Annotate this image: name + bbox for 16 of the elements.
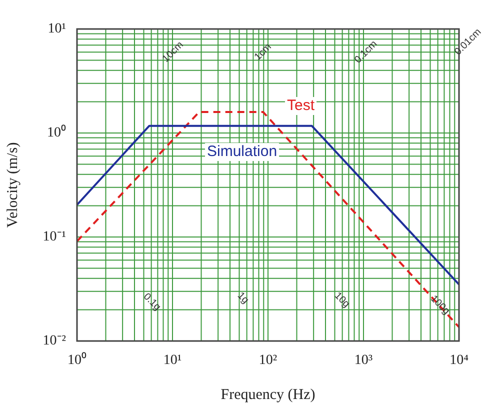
series-label: Test — [287, 97, 316, 114]
x-tick-label: 10¹ — [163, 353, 182, 368]
y-axis-title: Velocity (m/s) — [4, 142, 21, 228]
x-tick-label: 10⁰ — [68, 352, 86, 368]
x-tick-label: 10² — [258, 353, 278, 368]
annotation: 1g — [235, 290, 251, 306]
x-axis-title: Frequency (Hz) — [220, 386, 316, 403]
y-tick-label: 10⁰ — [47, 124, 66, 141]
x-tick-label: 10³ — [354, 353, 373, 368]
y-tick-label: 10⁻¹ — [42, 230, 66, 245]
annotation: 1cm — [252, 42, 274, 63]
series-label: Simulation — [207, 143, 278, 160]
y-tick-label: 10⁻² — [42, 334, 66, 349]
x-tick-label: 10⁴ — [450, 353, 469, 368]
annotation: 10g — [332, 290, 352, 310]
y-tick-label: 10¹ — [48, 22, 66, 37]
